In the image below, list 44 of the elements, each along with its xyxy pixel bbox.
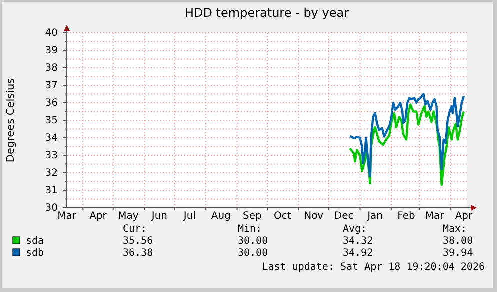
- y-tick-label: 34: [45, 133, 58, 144]
- text: 39.94: [443, 248, 474, 259]
- y-tick-label: 32: [45, 168, 58, 180]
- chart-title: HDD temperature - by year: [184, 6, 350, 20]
- line-series: [349, 104, 466, 186]
- x-tick-label: Jan: [366, 211, 384, 222]
- line-series: [349, 93, 466, 178]
- y-tick-label: 39: [45, 46, 58, 57]
- x-tick-label: Jul: [182, 211, 196, 222]
- y-tick-label: 38: [45, 63, 58, 74]
- x-tick-label: Mar: [58, 211, 78, 222]
- y-tick-label: 37: [45, 80, 58, 92]
- text: 30.00: [238, 236, 268, 247]
- text: Cur:: [123, 224, 148, 235]
- text: 35.56: [123, 236, 154, 247]
- y-tick-label: 30: [45, 203, 58, 214]
- text: Avg:: [343, 224, 368, 235]
- text: 38.00: [443, 236, 474, 247]
- x-tick-label: Nov: [304, 211, 324, 222]
- text: Max:: [443, 224, 468, 235]
- text: 36.38: [123, 248, 154, 259]
- x-tick-label: Oct: [274, 211, 292, 222]
- x-tick-label: Apr: [90, 211, 108, 222]
- y-tick-label: 33: [45, 150, 58, 162]
- y-tick-label: 35: [45, 116, 58, 127]
- x-tick-label: Sep: [242, 211, 262, 222]
- text: 34.92: [343, 248, 374, 259]
- x-tick-label: Jun: [150, 211, 168, 222]
- text: 34.32: [343, 236, 374, 247]
- y-tick-label: 36: [45, 98, 58, 110]
- y-tick-label: 31: [45, 186, 58, 197]
- x-tick-label: Feb: [398, 211, 416, 222]
- y-tick-label: 40: [45, 28, 58, 40]
- text: 30.00: [238, 248, 268, 259]
- y-axis-title: Degrees Celsius: [5, 78, 17, 163]
- x-tick-label: Apr: [455, 211, 474, 222]
- x-tick-label: May: [118, 211, 139, 222]
- x-tick-label: Mar: [425, 211, 446, 222]
- text: Min:: [238, 224, 262, 235]
- x-tick-label: Aug: [211, 211, 231, 222]
- legend-label: sdb: [26, 248, 44, 259]
- legend-label: sda: [26, 236, 44, 247]
- x-tick-label: Dec: [334, 211, 354, 222]
- text: Last update: Sat Apr 18 19:20:04 2026: [262, 262, 485, 273]
